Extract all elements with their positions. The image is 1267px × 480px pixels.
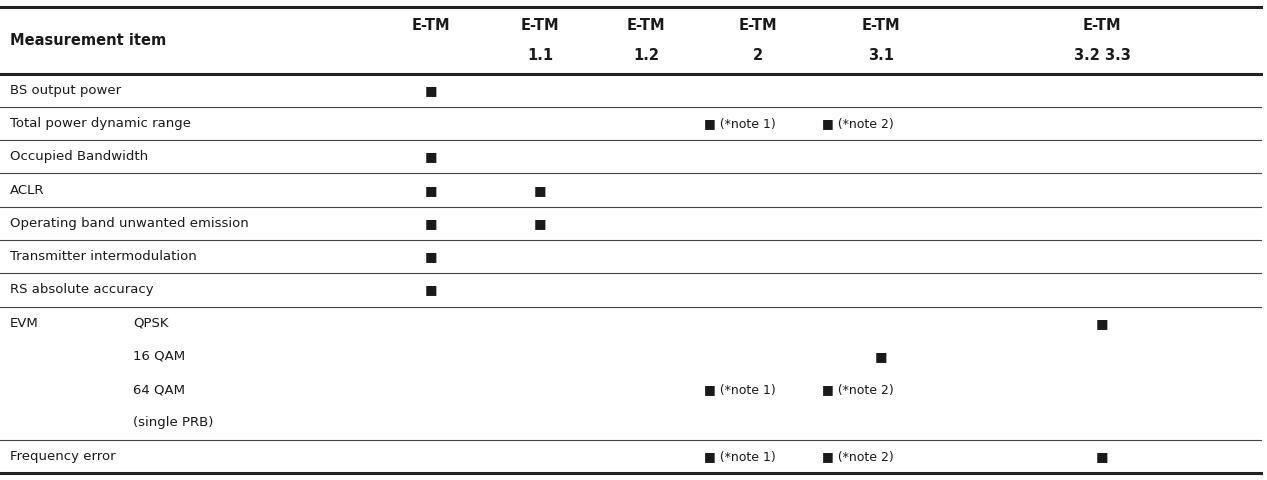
Text: 16 QAM: 16 QAM xyxy=(133,350,185,363)
Text: E-TM: E-TM xyxy=(412,18,450,33)
Text: ■ (*note 2): ■ (*note 2) xyxy=(822,383,895,396)
Text: 1.1: 1.1 xyxy=(527,48,554,62)
Text: 3.2 3.3: 3.2 3.3 xyxy=(1074,48,1130,62)
Text: E-TM: E-TM xyxy=(739,18,778,33)
Text: 2: 2 xyxy=(754,48,763,62)
Text: QPSK: QPSK xyxy=(133,317,169,330)
Text: ■: ■ xyxy=(424,84,437,97)
Text: 64 QAM: 64 QAM xyxy=(133,383,185,396)
Text: ■ (*note 2): ■ (*note 2) xyxy=(822,117,895,130)
Text: E-TM: E-TM xyxy=(862,18,900,33)
Text: BS output power: BS output power xyxy=(10,84,122,97)
Text: Transmitter intermodulation: Transmitter intermodulation xyxy=(10,250,196,263)
Text: ■ (*note 1): ■ (*note 1) xyxy=(704,117,777,130)
Text: ■: ■ xyxy=(535,184,546,197)
Text: E-TM: E-TM xyxy=(1083,18,1121,33)
Text: E-TM: E-TM xyxy=(627,18,665,33)
Text: ■: ■ xyxy=(424,150,437,163)
Text: ■: ■ xyxy=(1096,450,1109,463)
Text: Frequency error: Frequency error xyxy=(10,450,115,463)
Text: EVM: EVM xyxy=(10,317,39,330)
Text: ACLR: ACLR xyxy=(10,184,44,197)
Text: ■: ■ xyxy=(424,184,437,197)
Text: ■: ■ xyxy=(424,217,437,230)
Text: 3.1: 3.1 xyxy=(868,48,893,62)
Text: RS absolute accuracy: RS absolute accuracy xyxy=(10,283,153,296)
Text: ■: ■ xyxy=(535,217,546,230)
Text: Measurement item: Measurement item xyxy=(10,33,166,48)
Text: E-TM: E-TM xyxy=(521,18,560,33)
Text: ■: ■ xyxy=(1096,317,1109,330)
Text: ■: ■ xyxy=(424,250,437,263)
Text: ■: ■ xyxy=(874,350,887,363)
Text: Operating band unwanted emission: Operating band unwanted emission xyxy=(10,217,248,230)
Text: (single PRB): (single PRB) xyxy=(133,417,213,430)
Text: Occupied Bandwidth: Occupied Bandwidth xyxy=(10,150,148,163)
Text: ■ (*note 2): ■ (*note 2) xyxy=(822,450,895,463)
Text: ■ (*note 1): ■ (*note 1) xyxy=(704,383,777,396)
Text: ■ (*note 1): ■ (*note 1) xyxy=(704,450,777,463)
Text: Total power dynamic range: Total power dynamic range xyxy=(10,117,191,130)
Text: ■: ■ xyxy=(424,283,437,296)
Text: 1.2: 1.2 xyxy=(634,48,659,62)
